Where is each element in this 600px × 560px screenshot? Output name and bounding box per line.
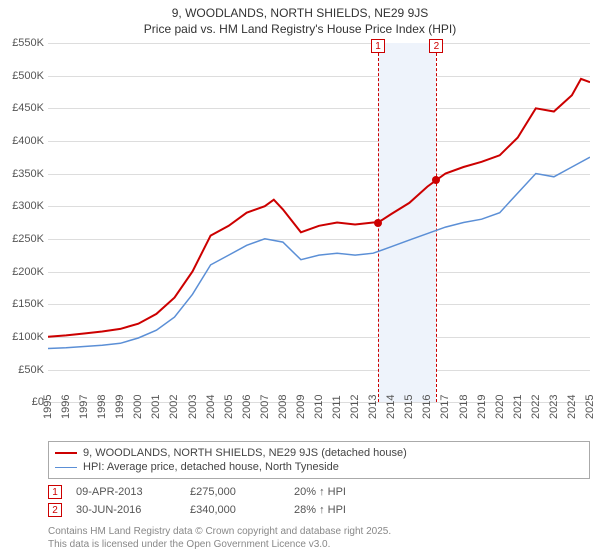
annotation-dot [374, 219, 382, 227]
y-tick-label: £200K [12, 266, 44, 278]
x-tick-label: 2022 [530, 395, 542, 419]
x-tick-label: 2011 [331, 396, 343, 420]
x-tick-label: 2015 [403, 395, 415, 419]
annotation-dot [432, 176, 440, 184]
x-tick-label: 2003 [187, 395, 199, 419]
footer-line-1: Contains HM Land Registry data © Crown c… [48, 525, 590, 538]
x-tick-label: 2023 [548, 395, 560, 419]
legend-box: 9, WOODLANDS, NORTH SHIELDS, NE29 9JS (d… [48, 441, 590, 479]
x-tick-label: 1997 [78, 395, 90, 419]
y-tick-label: £350K [12, 168, 44, 180]
x-tick-label: 2005 [223, 395, 235, 419]
y-tick-label: £500K [12, 70, 44, 82]
x-tick-label: 1999 [114, 395, 126, 419]
y-tick-label: £100K [12, 331, 44, 343]
legend-label: 9, WOODLANDS, NORTH SHIELDS, NE29 9JS (d… [83, 447, 407, 459]
x-tick-label: 2018 [458, 395, 470, 419]
x-tick-label: 2009 [295, 395, 307, 419]
x-tick-label: 2000 [132, 395, 144, 419]
sale-price: £275,000 [190, 486, 280, 498]
x-tick-label: 2014 [385, 395, 397, 419]
table-row: 2 30-JUN-2016 £340,000 28% ↑ HPI [48, 501, 590, 519]
y-tick-label: £550K [12, 37, 44, 49]
legend-label: HPI: Average price, detached house, Nort… [83, 461, 339, 473]
x-tick-label: 2013 [367, 395, 379, 419]
sale-price: £340,000 [190, 504, 280, 516]
plot-svg [48, 43, 590, 402]
x-tick-label: 2007 [259, 395, 271, 419]
x-tick-label: 2001 [150, 395, 162, 419]
x-tick-label: 2004 [205, 395, 217, 419]
sales-table: 1 09-APR-2013 £275,000 20% ↑ HPI 2 30-JU… [48, 483, 590, 519]
y-tick-label: £150K [12, 298, 44, 310]
y-tick-label: £300K [12, 200, 44, 212]
sale-badge: 1 [48, 485, 62, 499]
sale-badge: 2 [48, 503, 62, 517]
x-tick-label: 2020 [494, 395, 506, 419]
sale-pct: 28% ↑ HPI [294, 504, 384, 516]
x-tick-label: 2010 [313, 395, 325, 419]
x-tick-label: 2008 [277, 395, 289, 419]
title-line-1: 9, WOODLANDS, NORTH SHIELDS, NE29 9JS [0, 6, 600, 22]
sale-date: 30-JUN-2016 [76, 504, 176, 516]
x-tick-label: 2017 [439, 395, 451, 419]
y-tick-label: £450K [12, 102, 44, 114]
x-tick-label: 2002 [168, 395, 180, 419]
chart-title-block: 9, WOODLANDS, NORTH SHIELDS, NE29 9JS Pr… [0, 0, 600, 39]
x-tick-label: 1998 [96, 395, 108, 419]
x-tick-label: 2021 [512, 395, 524, 419]
x-tick-label: 2012 [349, 395, 361, 419]
y-tick-label: £250K [12, 233, 44, 245]
footer-attribution: Contains HM Land Registry data © Crown c… [48, 525, 590, 551]
x-tick-label: 1995 [42, 395, 54, 419]
x-tick-label: 1996 [60, 395, 72, 419]
y-axis: £0£50K£100K£150K£200K£250K£300K£350K£400… [0, 43, 46, 402]
sale-date: 09-APR-2013 [76, 486, 176, 498]
sale-pct: 20% ↑ HPI [294, 486, 384, 498]
title-line-2: Price paid vs. HM Land Registry's House … [0, 22, 600, 38]
x-tick-label: 2016 [421, 395, 433, 419]
x-tick-label: 2006 [241, 395, 253, 419]
x-tick-label: 2025 [584, 395, 596, 419]
footer-line-2: This data is licensed under the Open Gov… [48, 538, 590, 551]
legend-item: 9, WOODLANDS, NORTH SHIELDS, NE29 9JS (d… [55, 446, 583, 460]
chart-plot-area: £0£50K£100K£150K£200K£250K£300K£350K£400… [48, 43, 590, 403]
series-line-hpi [48, 157, 590, 348]
legend-swatch [55, 467, 77, 468]
x-tick-label: 2024 [566, 395, 578, 419]
x-axis: 1995199619971998199920002001200220032004… [48, 403, 590, 439]
legend-swatch [55, 452, 77, 454]
series-line-price_paid [48, 79, 590, 337]
legend-item: HPI: Average price, detached house, Nort… [55, 460, 583, 474]
x-tick-label: 2019 [476, 395, 488, 419]
table-row: 1 09-APR-2013 £275,000 20% ↑ HPI [48, 483, 590, 501]
y-tick-label: £400K [12, 135, 44, 147]
y-tick-label: £50K [18, 364, 44, 376]
